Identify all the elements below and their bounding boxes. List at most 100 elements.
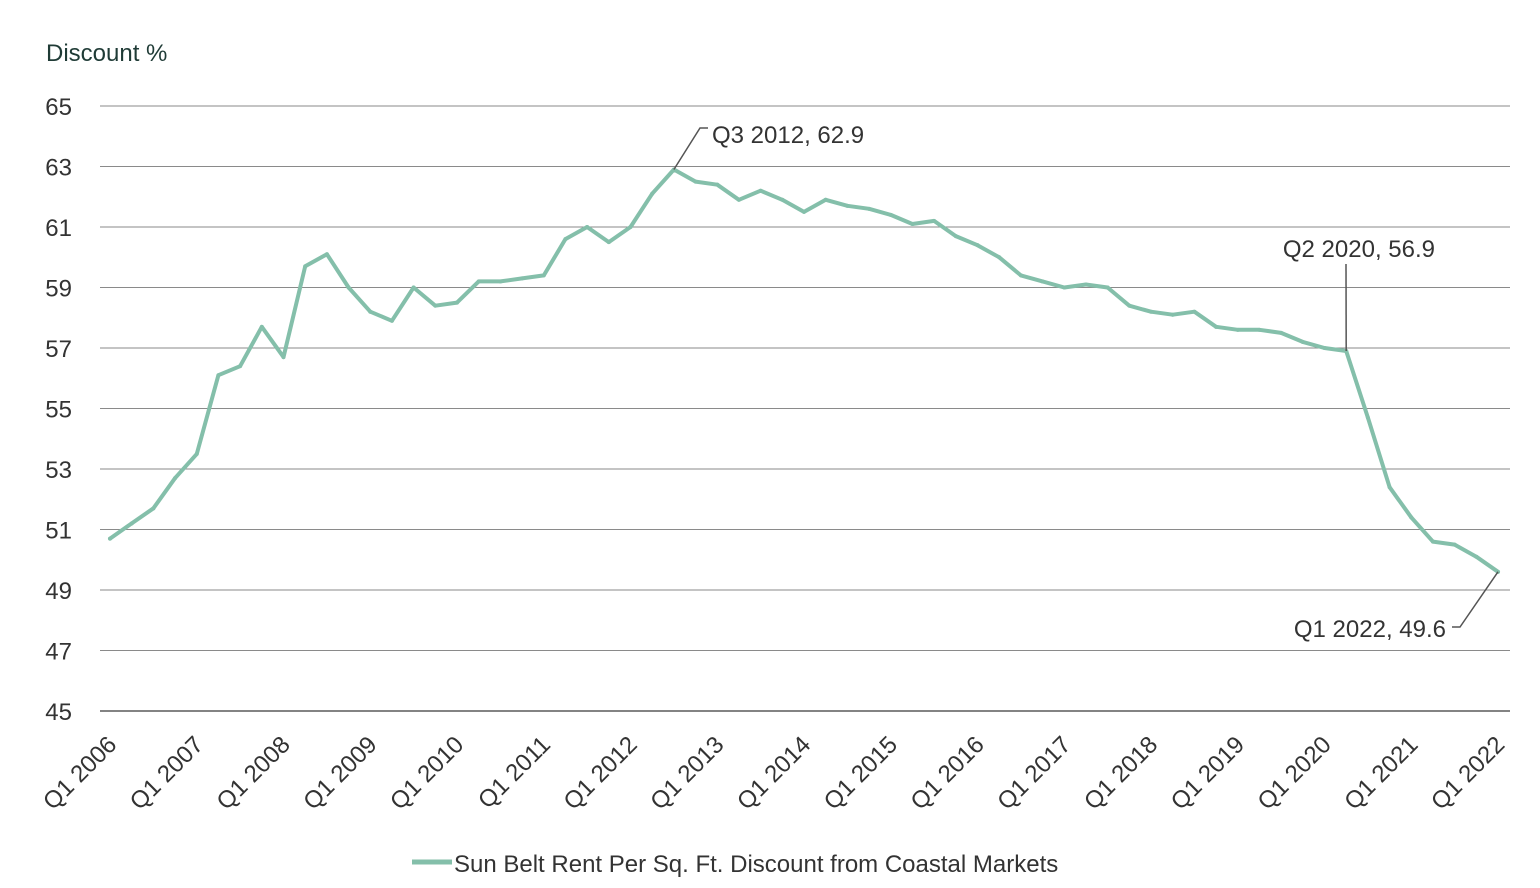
data-point	[1257, 327, 1262, 332]
data-point	[1452, 542, 1457, 547]
x-tick-label: Q1 2014	[732, 731, 816, 815]
data-point	[606, 240, 611, 245]
y-tick-label: 55	[45, 397, 72, 424]
data-point	[108, 536, 112, 541]
data-point	[910, 221, 915, 226]
x-tick-label: Q1 2022	[1426, 731, 1510, 815]
data-point	[281, 355, 286, 360]
data-point	[845, 203, 850, 208]
x-tick-label: Q1 2009	[298, 731, 382, 815]
data-point	[1214, 324, 1219, 329]
y-tick-label: 63	[45, 155, 72, 182]
x-tick-label: Q1 2008	[212, 731, 296, 815]
data-point	[151, 506, 156, 511]
y-tick-label: 51	[45, 518, 72, 545]
data-point	[1149, 309, 1153, 314]
data-point	[1170, 312, 1175, 317]
data-point	[932, 218, 937, 223]
data-point	[433, 303, 438, 308]
series-line	[108, 167, 1500, 574]
annotation-leader	[673, 127, 708, 170]
data-point	[368, 309, 373, 314]
y-tick-label: 53	[45, 457, 72, 484]
y-tick-label: 65	[45, 94, 72, 121]
y-tick-label: 57	[45, 336, 72, 363]
data-point	[758, 188, 763, 193]
data-point	[1300, 339, 1305, 344]
annotation-label: Q2 2020, 56.9	[1283, 236, 1435, 263]
data-point	[455, 300, 459, 305]
data-point	[216, 373, 221, 378]
y-tick-label: 59	[45, 276, 72, 303]
data-point	[1235, 327, 1240, 332]
annotations: Q3 2012, 62.9 Q2 2020, 56.9 Q1 2022, 49.6	[673, 122, 1499, 643]
data-point	[1127, 303, 1132, 308]
data-point	[346, 285, 351, 290]
x-axis-ticks: Q1 2006 Q1 2007 Q1 2008 Q1 2009 Q1 2010 Q1 20…	[38, 731, 1510, 815]
data-point	[476, 279, 481, 284]
y-tick-label: 49	[45, 578, 72, 605]
x-tick-label: Q1 2017	[992, 731, 1076, 815]
data-point	[389, 318, 394, 323]
y-tick-label: 45	[45, 699, 72, 726]
x-tick-label: Q1 2015	[819, 731, 903, 815]
data-point	[1430, 539, 1435, 544]
data-point	[823, 197, 828, 202]
x-tick-label: Q1 2011	[473, 731, 556, 814]
gridlines	[100, 105, 1510, 712]
data-point	[1018, 273, 1023, 278]
data-point	[563, 237, 568, 242]
legend-label: Sun Belt Rent Per Sq. Ft. Discount from …	[454, 851, 1058, 878]
data-point	[520, 276, 525, 281]
data-point	[628, 225, 633, 229]
x-tick-label: Q1 2010	[385, 731, 469, 815]
legend: Sun Belt Rent Per Sq. Ft. Discount from …	[412, 851, 1058, 878]
data-point	[498, 279, 503, 284]
series-layer	[108, 167, 1500, 574]
x-tick-label: Q1 2012	[559, 731, 643, 815]
data-point	[238, 364, 243, 369]
data-point	[411, 285, 416, 290]
x-tick-label: Q1 2006	[38, 731, 122, 815]
data-point	[715, 182, 720, 187]
data-point	[541, 273, 546, 278]
y-axis-title: Discount %	[46, 40, 167, 67]
y-axis-ticks: 65 63 61 59 57 55 53 51 49 47 45	[45, 94, 72, 726]
data-point	[997, 255, 1002, 260]
y-tick-label: 61	[45, 215, 72, 242]
x-tick-label: Q1 2013	[645, 731, 729, 815]
data-point	[1474, 554, 1479, 559]
data-point	[1322, 346, 1327, 350]
data-point	[1192, 309, 1197, 314]
data-point	[953, 234, 958, 239]
data-point	[1365, 415, 1370, 420]
data-point	[259, 324, 264, 329]
data-point	[1409, 515, 1414, 520]
data-point	[585, 225, 590, 229]
x-tick-label: Q1 2021	[1339, 731, 1423, 815]
annotation-label: Q3 2012, 62.9	[712, 122, 864, 149]
data-point	[173, 476, 178, 481]
data-point	[194, 451, 199, 456]
data-point	[780, 197, 785, 202]
y-tick-label: 47	[45, 639, 72, 666]
data-point	[693, 179, 698, 184]
x-tick-label: Q1 2019	[1166, 731, 1250, 815]
data-point	[1105, 285, 1110, 290]
x-tick-label: Q1 2007	[125, 731, 209, 815]
data-point	[867, 206, 872, 211]
data-point	[1083, 282, 1088, 287]
data-point	[888, 212, 893, 217]
annotation-label: Q1 2022, 49.6	[1294, 616, 1446, 643]
data-point	[1387, 485, 1392, 490]
x-tick-label: Q1 2016	[906, 731, 990, 815]
data-point	[650, 191, 655, 196]
data-point	[1279, 330, 1284, 335]
data-point	[975, 243, 980, 248]
data-point	[324, 252, 329, 257]
data-point	[1062, 285, 1067, 290]
data-point	[129, 521, 134, 526]
data-point	[802, 209, 806, 214]
data-point	[303, 264, 308, 269]
